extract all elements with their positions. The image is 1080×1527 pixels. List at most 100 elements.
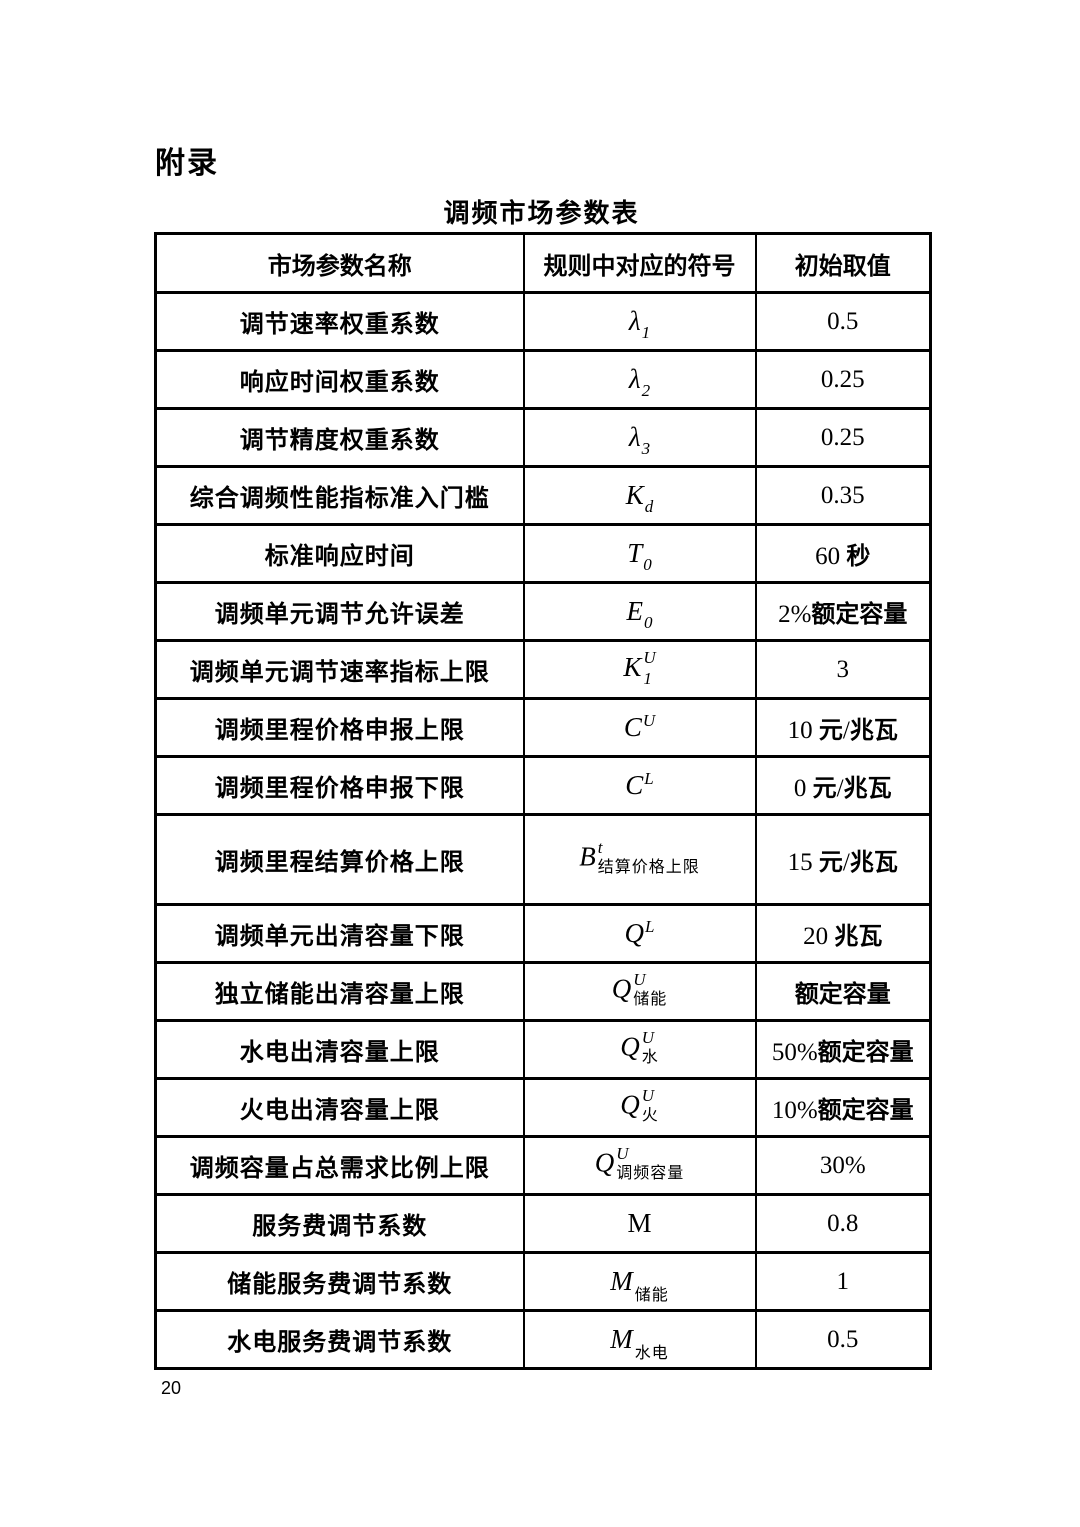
parameter-name-cell: 调频里程价格申报上限 bbox=[154, 697, 525, 758]
value-cell: 30% bbox=[754, 1135, 932, 1196]
table-row: 储能服务费调节系数 M 储能 1 bbox=[154, 1251, 932, 1312]
table-row: 标准响应时间 T0 60 秒 bbox=[154, 523, 932, 584]
value-text-cjk: 额定容量 bbox=[811, 601, 908, 628]
symbol-base: Q bbox=[624, 918, 645, 948]
parameter-name-cell: 调节精度权重系数 bbox=[154, 407, 525, 468]
column-header: 初始取值 bbox=[754, 232, 932, 294]
symbol-subscript: 储能 bbox=[634, 1287, 669, 1304]
value-cell: 60 秒 bbox=[754, 523, 932, 584]
column-header: 规则中对应的符号 bbox=[522, 232, 757, 294]
value-text: 0.5 bbox=[827, 1325, 859, 1353]
symbol-subscript: d bbox=[644, 497, 654, 516]
symbol-superscript: U bbox=[642, 711, 656, 730]
value-cell: 0.5 bbox=[754, 1309, 932, 1370]
symbol-subscript: 0 bbox=[643, 555, 652, 574]
symbol-subscript: 火 bbox=[641, 1107, 659, 1124]
symbol-cell: T0 bbox=[522, 523, 757, 584]
value-text: 1 bbox=[836, 1267, 850, 1295]
symbol-cell: M 水电 bbox=[522, 1309, 757, 1370]
value-text: / bbox=[842, 717, 850, 744]
value-text: 20 bbox=[803, 923, 835, 950]
value-text: 0 bbox=[793, 775, 813, 802]
symbol-cell: E0 bbox=[522, 581, 757, 642]
symbol-base: C bbox=[625, 770, 644, 800]
symbol-cell: QL bbox=[522, 903, 757, 964]
value-text-cjk: 额定容量 bbox=[794, 981, 891, 1008]
symbol-cell: Q U 调频容量 bbox=[522, 1135, 757, 1196]
symbol-base: λ bbox=[628, 306, 641, 336]
symbol-superscript: U bbox=[616, 1144, 629, 1163]
symbol-superscript: U bbox=[633, 970, 646, 989]
value-cell: 1 bbox=[754, 1251, 932, 1312]
symbol-cell: CU bbox=[522, 697, 757, 758]
value-text-cjk: 兆瓦 bbox=[849, 849, 898, 876]
value-cell: 0.35 bbox=[754, 465, 932, 526]
symbol-base: Q bbox=[620, 1089, 640, 1120]
value-text: / bbox=[836, 775, 844, 802]
value-text-cjk: 秒 bbox=[846, 543, 871, 570]
value-cell: 0.5 bbox=[754, 291, 932, 352]
symbol-subscript: 0 bbox=[644, 613, 653, 632]
value-cell: 20 兆瓦 bbox=[754, 903, 932, 964]
parameter-name-cell: 调频容量占总需求比例上限 bbox=[154, 1135, 525, 1196]
symbol-subscript: 调频容量 bbox=[616, 1165, 685, 1182]
symbol-base: Q bbox=[611, 973, 632, 1004]
symbol-superscript: L bbox=[645, 917, 655, 936]
symbol-base: λ bbox=[628, 422, 641, 452]
parameter-name-cell: 储能服务费调节系数 bbox=[154, 1251, 525, 1312]
symbol-cell: λ1 bbox=[522, 291, 757, 352]
table-row: 调频容量占总需求比例上限 Q U 调频容量 30% bbox=[154, 1135, 932, 1196]
value-text: 50% bbox=[771, 1039, 818, 1066]
parameter-name-cell: 水电出清容量上限 bbox=[154, 1019, 525, 1080]
symbol-cell: M 储能 bbox=[522, 1251, 757, 1312]
value-cell: 0.25 bbox=[754, 407, 932, 468]
parameter-table: 市场参数名称 规则中对应的符号 初始取值 调节速率权重系数 λ1 0.5 响应时间权… bbox=[154, 232, 932, 1370]
value-text-cjk: 元 bbox=[818, 849, 843, 876]
symbol-base: C bbox=[623, 712, 642, 742]
symbol-subscript: 1 bbox=[641, 323, 651, 342]
parameter-name-cell: 标准响应时间 bbox=[154, 523, 525, 584]
value-text: 10% bbox=[771, 1097, 818, 1124]
symbol-cell: CL bbox=[522, 755, 757, 816]
symbol-superscript: U bbox=[641, 1086, 655, 1105]
symbol-subscript: 水 bbox=[641, 1049, 659, 1066]
page-number: 20 bbox=[161, 1378, 182, 1398]
symbol-base: M bbox=[627, 1208, 652, 1238]
parameter-name-cell: 水电服务费调节系数 bbox=[154, 1309, 525, 1370]
symbol-cell: Q U 储能 bbox=[522, 961, 757, 1022]
value-text-cjk: 兆瓦 bbox=[834, 923, 883, 950]
appendix-heading: 附录 bbox=[155, 147, 219, 180]
symbol-scripts: U 调频容量 bbox=[616, 1145, 684, 1182]
symbol-base: E bbox=[626, 596, 644, 626]
value-text: 3 bbox=[836, 655, 850, 683]
parameter-name-cell: 调节速率权重系数 bbox=[154, 291, 525, 352]
symbol-subscript: 1 bbox=[643, 668, 652, 688]
symbol-subscript: 水电 bbox=[634, 1345, 669, 1362]
symbol-cell: λ2 bbox=[522, 349, 757, 410]
value-text-cjk: 元 bbox=[812, 775, 837, 802]
symbol-superscript: t bbox=[597, 838, 603, 857]
symbol-base: λ bbox=[628, 364, 641, 394]
symbol-base: Q bbox=[620, 1031, 640, 1062]
parameter-name-cell: 调频单元出清容量下限 bbox=[154, 903, 525, 964]
value-text: 10 bbox=[787, 717, 819, 744]
value-text-cjk: 兆瓦 bbox=[843, 775, 892, 802]
symbol-scripts: t 结算价格上限 bbox=[598, 839, 700, 876]
symbol-cell: M bbox=[522, 1193, 757, 1254]
value-cell: 2%额定容量 bbox=[754, 581, 932, 642]
value-cell: 10%额定容量 bbox=[754, 1077, 932, 1138]
table-header-row: 市场参数名称 规则中对应的符号 初始取值 bbox=[154, 232, 932, 294]
symbol-superscript: L bbox=[644, 769, 654, 788]
value-text: 2% bbox=[778, 601, 812, 628]
parameter-name-cell: 调频里程价格申报下限 bbox=[154, 755, 525, 816]
